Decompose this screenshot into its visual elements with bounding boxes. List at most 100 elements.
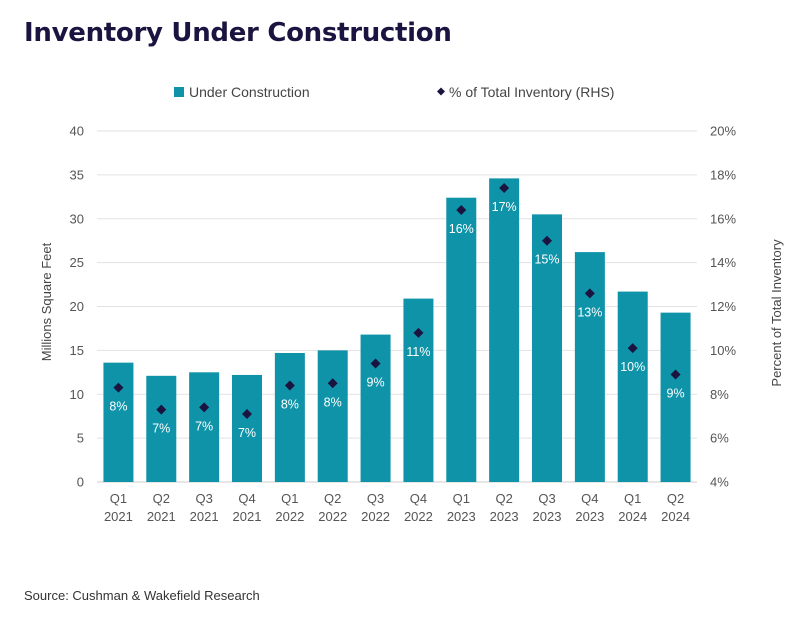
data-label: 7% [195, 419, 213, 433]
data-label: 7% [238, 426, 256, 440]
x-tick-label-year: 2024 [618, 509, 647, 524]
gridlines [97, 130, 697, 483]
y2-tick-label: 16% [710, 211, 736, 226]
x-tick-label-year: 2021 [233, 509, 262, 524]
legend-swatch-under-construction [174, 87, 184, 97]
bar [532, 214, 562, 483]
y2-tick-label: 12% [710, 299, 736, 314]
x-tick-label-year: 2022 [361, 509, 390, 524]
y-tick-label: 40 [70, 124, 84, 139]
y2-tick-label: 10% [710, 343, 736, 358]
x-tick-label: Q4 [238, 491, 255, 506]
x-tick-label: Q1 [453, 491, 470, 506]
data-label: 11% [406, 345, 430, 359]
data-label: 17% [492, 200, 517, 214]
pct-marker [327, 378, 338, 389]
data-label: 8% [324, 395, 342, 409]
y2-tick-label: 4% [710, 475, 729, 490]
pct-marker [370, 358, 381, 369]
bar [446, 197, 477, 482]
pct-marker [413, 327, 424, 338]
source-note: Source: Cushman & Wakefield Research [24, 588, 260, 603]
x-tick-label-year: 2024 [661, 509, 690, 524]
bar-series [103, 178, 691, 483]
y-tick-label: 25 [70, 255, 84, 270]
left-axis-ticks: 0 5 10 15 20 25 30 35 40 [70, 124, 84, 490]
y2-tick-label: 8% [710, 387, 729, 402]
pct-marker [284, 380, 295, 391]
data-label: 8% [281, 397, 299, 411]
bar [103, 362, 134, 482]
x-tick-label: Q2 [324, 491, 341, 506]
x-tick-label: Q1 [281, 491, 298, 506]
y-tick-label: 0 [77, 475, 84, 490]
y-tick-label: 10 [70, 387, 84, 402]
pct-marker [456, 204, 467, 215]
x-tick-label-year: 2022 [275, 509, 304, 524]
x-tick-label: Q4 [410, 491, 427, 506]
data-labels: 8% 7% 7% 7% 8% 8% 9% 11% 16% 17% 15% 13% 10% 9% [109, 200, 684, 440]
pct-marker [627, 343, 638, 354]
data-label: 16% [449, 222, 474, 236]
bar [403, 298, 434, 482]
y-tick-label: 15 [70, 343, 84, 358]
pct-marker [156, 404, 167, 415]
bar [489, 178, 520, 482]
x-tick-label: Q1 [110, 491, 127, 506]
data-label: 9% [667, 387, 685, 401]
y-tick-label: 20 [70, 299, 84, 314]
pct-marker [584, 288, 595, 299]
y-tick-label: 35 [70, 167, 84, 182]
x-tick-label: Q2 [667, 491, 684, 506]
x-tick-label: Q3 [367, 491, 384, 506]
pct-marker [670, 369, 681, 380]
pct-marker [242, 408, 252, 419]
pct-marker [199, 402, 210, 413]
x-tick-label: Q2 [495, 491, 512, 506]
bar [146, 375, 177, 482]
chart-title: Inventory Under Construction [24, 18, 452, 48]
bar [360, 334, 391, 482]
data-label: 15% [534, 253, 559, 267]
x-tick-label-year: 2023 [490, 509, 519, 524]
legend: Under Construction % of Total Inventory … [174, 84, 614, 100]
bar [274, 353, 305, 482]
data-label: 7% [152, 422, 170, 436]
bar [317, 350, 348, 482]
pct-marker [542, 235, 552, 246]
x-axis-ticks: Q1 2021 Q2 2021 Q3 2021 Q4 2021 Q1 2022 Q2 2022 Q3 20… [104, 491, 690, 524]
x-tick-label-year: 2023 [533, 509, 562, 524]
y-tick-label: 5 [77, 431, 84, 446]
x-tick-label-year: 2021 [190, 509, 219, 524]
y2-tick-label: 20% [710, 124, 736, 139]
pct-marker [499, 183, 510, 194]
data-label: 8% [109, 400, 127, 414]
bar [189, 372, 220, 482]
x-tick-label: Q3 [538, 491, 555, 506]
legend-swatch-pct-inventory [437, 87, 445, 96]
y2-tick-label: 18% [710, 167, 736, 182]
x-tick-label-year: 2022 [404, 509, 433, 524]
x-tick-label-year: 2023 [447, 509, 476, 524]
data-label: 10% [620, 360, 645, 374]
y-tick-label: 30 [70, 211, 84, 226]
x-tick-label: Q4 [581, 491, 598, 506]
x-tick-label-year: 2023 [575, 509, 604, 524]
bar [617, 291, 648, 482]
y2-tick-label: 14% [710, 255, 736, 270]
bar [232, 374, 262, 482]
x-tick-label-year: 2021 [147, 509, 176, 524]
legend-label-pct-inventory: % of Total Inventory (RHS) [449, 84, 614, 100]
y2-axis-title: Percent of Total Inventory [769, 239, 784, 387]
pct-marker [113, 382, 124, 393]
bar [574, 252, 605, 482]
data-label: 9% [367, 376, 385, 390]
legend-label-under-construction: Under Construction [189, 84, 310, 100]
x-tick-label: Q2 [153, 491, 170, 506]
x-tick-label-year: 2021 [104, 509, 133, 524]
x-tick-label: Q1 [624, 491, 641, 506]
bar [660, 312, 691, 482]
marker-series [113, 183, 681, 419]
y-axis-title: Millions Square Feet [39, 242, 54, 361]
